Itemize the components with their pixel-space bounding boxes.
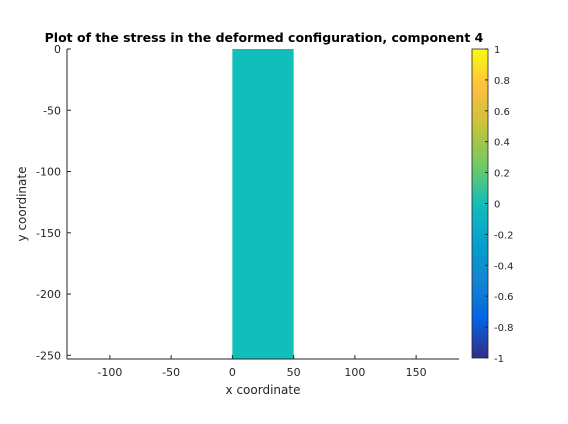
colorbar-tick-label: -0.6 [494, 292, 514, 303]
x-tick-label: -50 [162, 366, 180, 379]
colorbar-tick-label: 0.8 [494, 76, 510, 87]
x-ticks: -100 -50 0 50 100 150 [97, 355, 427, 379]
colorbar-frame [471, 48, 489, 359]
axes: -100 -50 0 50 100 150 0 -50 -100 -150 -200 -250 [36, 43, 459, 379]
colorbar-tick-label: -0.4 [494, 261, 514, 272]
colorbar-tick-label: -1 [494, 354, 504, 365]
y-ticks: 0 -50 -100 -150 -200 -250 [36, 43, 71, 362]
colorbar: 1 0.8 0.6 0.4 0.2 0 -0.2 -0.4 -0.6 -0.8 -1 [471, 45, 514, 365]
colorbar-tick-label: 0.2 [494, 169, 510, 180]
colorbar-gradient [472, 49, 488, 358]
y-tick-label: -200 [36, 288, 61, 301]
x-tick-label: 150 [406, 366, 427, 379]
x-axis-title: x coordinate [226, 383, 301, 397]
colorbar-tick-label: 1 [494, 45, 500, 56]
x-tick-label: -100 [97, 366, 122, 379]
colorbar-ticks: 1 0.8 0.6 0.4 0.2 0 -0.2 -0.4 -0.6 -0.8 -1 [485, 45, 514, 365]
colorbar-tick-label: 0.6 [494, 107, 510, 118]
y-axis-title: y coordinate [15, 167, 29, 242]
colorbar-tick-label: 0.4 [494, 138, 510, 149]
y-tick-label: -250 [36, 349, 61, 362]
plot-title: Plot of the stress in the deformed confi… [45, 30, 484, 45]
y-tick-label: -50 [43, 104, 61, 117]
y-tick-label: -100 [36, 166, 61, 179]
x-tick-label: 100 [344, 366, 365, 379]
y-tick-label: -150 [36, 227, 61, 240]
stress-region [232, 49, 294, 359]
colorbar-tick-label: -0.8 [494, 323, 514, 334]
colorbar-tick-label: -0.2 [494, 230, 514, 241]
x-tick-label: 0 [229, 366, 236, 379]
y-tick-label: 0 [54, 43, 61, 56]
x-tick-label: 50 [287, 366, 301, 379]
colorbar-tick-label: 0 [494, 200, 500, 211]
